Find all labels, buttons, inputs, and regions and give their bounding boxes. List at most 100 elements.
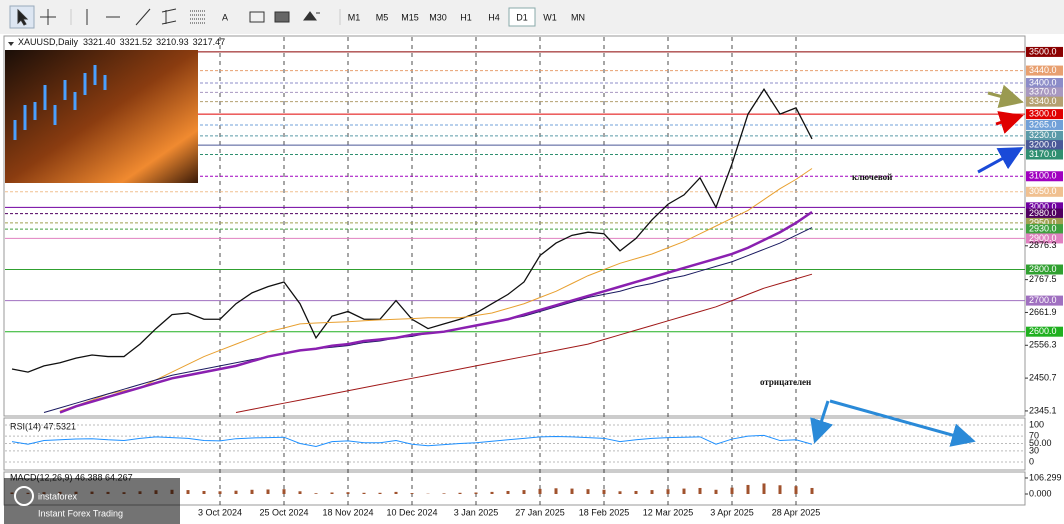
macd-bar [330, 492, 334, 494]
macd-bar [186, 490, 190, 494]
level-label: 2980.0 [1029, 208, 1057, 218]
macd-bar [250, 489, 254, 494]
y-tick-label: 2767.5 [1029, 274, 1057, 284]
y-tick-label: 2345.1 [1029, 405, 1057, 415]
symbol-title: XAUUSD,Daily 3321.40 3321.52 3210.93 3217.47 [18, 37, 225, 47]
rect-icon[interactable] [274, 11, 290, 23]
cursor-icon [17, 8, 29, 26]
level-box [1026, 87, 1063, 98]
y-tick-label: 0 [1029, 456, 1034, 466]
text-tool[interactable]: A [222, 12, 228, 22]
thumbnail-image [5, 50, 198, 183]
y-tick-label: 2661.9 [1029, 307, 1057, 317]
level-box [1026, 46, 1063, 57]
y-tick-label: 106.299 [1029, 472, 1062, 482]
macd-bar [362, 492, 366, 494]
level-label: 3300.0 [1029, 108, 1057, 118]
x-tick-label: 3 Jan 2025 [454, 507, 499, 517]
label-icon[interactable] [249, 11, 265, 23]
timeframe-label[interactable]: MN [571, 12, 585, 22]
level-box [1026, 326, 1063, 337]
macd-bar [202, 490, 206, 494]
level-label: 3200.0 [1029, 140, 1057, 150]
level-box [1026, 140, 1063, 151]
macd-bar [378, 492, 382, 494]
channel-icon[interactable] [161, 8, 177, 25]
macd-bar [234, 490, 238, 494]
x-tick-label: 18 Feb 2025 [579, 507, 630, 517]
timeframe-label[interactable]: H1 [460, 12, 472, 22]
level-box [1026, 224, 1063, 235]
y-tick-label: 2450.7 [1029, 372, 1057, 382]
y-tick-label: 100 [1029, 419, 1044, 429]
macd-bar [458, 492, 462, 494]
level-box [1026, 208, 1063, 219]
macd-bar [266, 489, 270, 494]
y-tick-label: 70 [1029, 430, 1039, 440]
level-label: 2600.0 [1029, 326, 1057, 336]
timeframe-label[interactable]: D1 [516, 12, 528, 22]
timeframe-label[interactable]: M5 [376, 12, 389, 22]
level-label: 3000.0 [1029, 202, 1057, 212]
macd-bar [570, 488, 574, 494]
level-label: 2700.0 [1029, 295, 1057, 305]
macd-bar [314, 493, 318, 494]
macd-bar [794, 486, 798, 494]
x-tick-label: 3 Apr 2025 [710, 507, 754, 517]
price-line [59, 168, 813, 412]
macd-bar [618, 491, 622, 494]
crosshair-icon[interactable] [40, 9, 56, 25]
macd-bar [298, 491, 302, 494]
timeframe-label[interactable]: M30 [429, 12, 447, 22]
macd-bar [778, 485, 782, 494]
arrow [987, 84, 1024, 108]
level-box [1026, 96, 1063, 107]
macd-bar [714, 489, 718, 494]
logo-icon [14, 486, 34, 506]
level-label: 3370.0 [1029, 87, 1057, 97]
date-axis: 3 Oct 2024 25 Oct 2024 18 Nov 2024 10 Dec 2… [198, 507, 820, 517]
level-label: 3340.0 [1029, 96, 1057, 106]
macd-bar [506, 490, 510, 494]
level-label: 3230.0 [1029, 130, 1057, 140]
level-label: 3170.0 [1029, 149, 1057, 159]
y-tick-label: 30 [1029, 445, 1039, 455]
macd-bar [650, 490, 654, 494]
level-label: 3050.0 [1029, 186, 1057, 196]
macd-bar [554, 488, 558, 494]
level-box [1026, 65, 1063, 76]
level-box [1026, 202, 1063, 213]
timeframe-label[interactable]: M15 [401, 12, 419, 22]
timeframe-button[interactable] [508, 7, 536, 27]
macd-bar [538, 488, 542, 494]
level-label: 2930.0 [1029, 223, 1057, 233]
x-tick-label: 10 Dec 2024 [386, 507, 437, 517]
macd-bar [394, 491, 398, 494]
macd-bar [474, 492, 478, 494]
level-box [1026, 78, 1063, 89]
thumbnail-candles [13, 65, 107, 140]
shapes-icon[interactable] [303, 11, 320, 21]
x-tick-label: 27 Jan 2025 [515, 507, 565, 517]
rsi-line [11, 434, 813, 447]
level-label: 2950.0 [1029, 217, 1057, 227]
arrow [995, 111, 1024, 134]
timeframe-label[interactable]: M1 [348, 12, 361, 22]
y-tick-label: 0.000 [1029, 488, 1052, 498]
timeframe-label[interactable]: W1 [543, 12, 557, 22]
x-tick-label: 28 Apr 2025 [772, 507, 821, 517]
x-tick-label: 25 Oct 2024 [259, 507, 308, 517]
y-tick-label: 2876.3 [1029, 240, 1057, 250]
trendline-icon[interactable] [135, 8, 151, 26]
macd-bar [810, 487, 814, 494]
y-tick-label: 2556.3 [1029, 340, 1057, 350]
timeframe-label[interactable]: H4 [488, 12, 500, 22]
level-box [1026, 233, 1063, 244]
level-box [1026, 186, 1063, 197]
toolbar-icons [9, 5, 341, 29]
level-box [1026, 217, 1063, 228]
